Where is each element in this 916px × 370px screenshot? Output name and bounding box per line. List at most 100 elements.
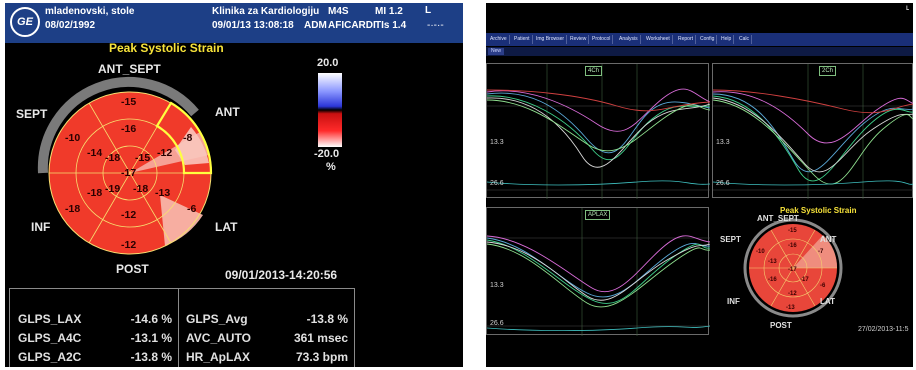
- dotted-indicator-icon: -·-·-: [427, 20, 444, 31]
- tab-archive[interactable]: Archive: [488, 35, 510, 44]
- stat-label: GLPS_Avg: [186, 312, 248, 326]
- stat-value: 73.3 bpm: [295, 350, 348, 364]
- mini-label-lat: LAT: [820, 297, 835, 306]
- sub-toolbar: New: [486, 47, 913, 56]
- chart-title: Peak Systolic Strain: [109, 41, 224, 55]
- label-sept: SEPT: [16, 107, 48, 121]
- stat-label: GLPS_A2C: [18, 350, 82, 364]
- probe-name: M4S: [328, 6, 349, 17]
- val-mid-inf: -18: [87, 187, 102, 199]
- val-apical-lat: -18: [133, 183, 148, 195]
- mini-timestamp: 27/02/2013-11:5: [858, 326, 909, 333]
- label-ant: ANT: [215, 105, 240, 119]
- analysis-timestamp: 09/01/2013-14:20:56: [225, 268, 338, 282]
- tab-help[interactable]: Help: [719, 35, 735, 44]
- mini-val: -13: [768, 259, 777, 265]
- val-basal-lat: -6: [187, 203, 196, 215]
- mini-bullseye-plot: -15 -16 -10 -13 -17 -7 -16 -17 -6 -12 -1…: [743, 218, 843, 318]
- stat-label: HR_ApLAX: [186, 350, 251, 364]
- strain-curve-plot-4ch: 4Ch 13.3 26.6: [486, 63, 711, 199]
- mini-val: -15: [788, 228, 797, 234]
- val-mid-sept: -14: [87, 147, 102, 159]
- val-mid-antsept: -16: [121, 123, 136, 135]
- tab-report[interactable]: Report: [676, 35, 697, 44]
- val-apex: -17: [121, 167, 136, 179]
- mini-val: -12: [788, 291, 797, 297]
- tab-worksheet[interactable]: Worksheet: [644, 35, 673, 44]
- stat-value: -13.8 %: [130, 350, 172, 364]
- ge-logo-icon: GE: [10, 7, 40, 37]
- strain-curves: [486, 208, 711, 336]
- institution-name: Klinika za Kardiologiju: [212, 6, 320, 17]
- color-scale-bar: [318, 73, 342, 147]
- val-basal-sept: -10: [65, 132, 80, 144]
- scale-max: 20.0: [317, 57, 339, 69]
- label-ant-sept: ANT_SEPT: [98, 62, 161, 76]
- tab-review[interactable]: Review: [568, 35, 590, 44]
- mini-val: -17: [800, 277, 809, 283]
- val-basal-inf: -18: [65, 203, 80, 215]
- tab-protocol[interactable]: Protocol: [590, 35, 614, 44]
- tab-analysis[interactable]: Analysis: [617, 35, 641, 44]
- strain-curves: [712, 64, 913, 199]
- plot-tag-aplax: APLAX: [585, 210, 611, 220]
- val-mid-lat: -13: [155, 187, 170, 199]
- mini-label-ant-sept: ANT_SEPT: [757, 214, 799, 223]
- application-name: AFICARDI: [328, 20, 376, 31]
- val-apical-sept: -18: [105, 152, 120, 164]
- patient-name: mladenovski, stole: [45, 6, 135, 17]
- stat-label: GLPS_A4C: [18, 331, 82, 345]
- corner-mark: ʟ: [906, 3, 910, 12]
- selected-segment-ant: [155, 101, 213, 175]
- stat-value: -13.8 %: [306, 312, 348, 326]
- right-strain-screen: ʟ Archive Patient Img Browser Review Pro…: [486, 3, 913, 367]
- plot-axis-label: 13.3: [490, 282, 504, 289]
- stat-value: -14.6 %: [130, 312, 172, 326]
- strain-curve-plot-2ch: 2Ch 13.3 26.6: [712, 63, 913, 199]
- label-inf: INF: [31, 220, 51, 234]
- mini-val: -6: [820, 283, 826, 289]
- plot-axis-label: 26.6: [716, 180, 730, 187]
- val-mid-post: -12: [121, 209, 136, 221]
- plot-tag-2ch: 2Ch: [819, 66, 837, 76]
- patient-dob: 08/02/1992: [45, 20, 96, 31]
- mini-label-sept: SEPT: [720, 235, 741, 244]
- corner-mark: L: [425, 5, 432, 16]
- val-mid-ant: -12: [157, 147, 172, 159]
- stat-value: -13.1 %: [130, 331, 172, 345]
- mini-val: -17: [788, 267, 797, 273]
- mini-val: -16: [788, 243, 797, 249]
- tab-config[interactable]: Config: [698, 35, 718, 44]
- plot-axis-label: 26.6: [490, 180, 504, 187]
- mini-label-ant: ANT: [820, 235, 837, 244]
- patient-header: GE mladenovski, stole 08/02/1992 Klinika…: [5, 3, 463, 43]
- mini-val: -16: [768, 277, 777, 283]
- menu-bar: Archive Patient Img Browser Review Proto…: [486, 33, 913, 46]
- mini-val: -10: [756, 249, 765, 255]
- stat-label: AVC_AUTO: [186, 331, 251, 345]
- val-basal-antsept: -15: [121, 96, 136, 108]
- mini-label-post: POST: [770, 321, 792, 330]
- scale-min: -20.0: [314, 148, 340, 160]
- strain-curves: [486, 64, 711, 199]
- tab-calc[interactable]: Calc: [737, 35, 753, 44]
- plot-tag-4ch: 4Ch: [585, 66, 603, 76]
- val-apical-ant: -15: [135, 152, 150, 164]
- val-basal-post: -12: [121, 239, 136, 251]
- mini-label-inf: INF: [727, 297, 740, 306]
- bullseye-plot: -15 -8 -10 -6 -18 -12 -16 -12 -14 -13 -1…: [37, 76, 213, 255]
- tab-patient[interactable]: Patient: [512, 35, 533, 44]
- val-basal-ant: -8: [183, 132, 192, 144]
- mechanical-index: MI 1.2: [375, 6, 403, 17]
- thermal-index: TIs 1.4: [375, 20, 407, 31]
- operator: ADM: [304, 20, 327, 31]
- tab-img-browser[interactable]: Img Browser: [534, 35, 568, 44]
- plot-axis-label: 13.3: [716, 139, 730, 146]
- plot-axis-label: 13.3: [490, 139, 504, 146]
- exam-datetime: 09/01/13 13:08:18: [212, 20, 294, 31]
- new-button[interactable]: New: [488, 48, 505, 55]
- left-strain-screen: GE mladenovski, stole 08/02/1992 Klinika…: [5, 3, 463, 367]
- outer-arc: [37, 76, 199, 174]
- label-post: POST: [116, 262, 149, 276]
- scale-unit: %: [326, 161, 336, 173]
